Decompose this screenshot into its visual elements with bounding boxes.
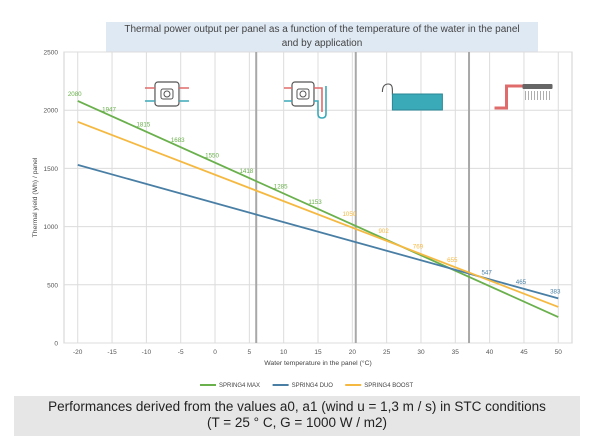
hot-pipe [283, 87, 323, 112]
data-label-spring4-duo: 465 [516, 279, 527, 286]
x-axis-label: Water temperature in the panel (°C) [264, 359, 372, 367]
y-tick-label: 0 [54, 341, 58, 348]
x-tick-label: -20 [73, 349, 83, 356]
x-tick-label: 45 [520, 349, 528, 356]
x-tick-label: 40 [486, 349, 494, 356]
x-tick-label: 30 [417, 349, 425, 356]
x-tick-label: 35 [452, 349, 460, 356]
data-label-spring4-boost: 655 [447, 257, 458, 264]
data-label-spring4-max: 1815 [136, 122, 150, 129]
x-tick-label: 50 [555, 349, 563, 356]
y-axis-label: Thermal yield (Wh) / panel [32, 157, 39, 237]
y-tick-label: 2500 [44, 50, 59, 57]
chart-title-line1: Thermal power output per panel as a func… [124, 24, 520, 35]
conditions-line1: Performances derived from the values a0,… [48, 399, 546, 414]
heat-pump-icon [144, 81, 189, 107]
x-tick-label: 20 [349, 349, 357, 356]
legend-label-spring4-duo: SPRING4 DUO [292, 383, 334, 389]
x-tick-label: 0 [213, 349, 217, 356]
pool-icon [381, 83, 443, 111]
legend-label-spring4-max: SPRING4 MAX [219, 383, 260, 389]
x-tick-label: 25 [383, 349, 391, 356]
data-label-spring4-max: 1550 [205, 153, 219, 160]
pool-water [391, 93, 443, 111]
chart-title: Thermal power output per panel as a func… [106, 22, 538, 52]
shower-head [522, 84, 553, 89]
shower-icon [494, 84, 553, 110]
heat-pump-tank-icon [283, 81, 327, 119]
fan [299, 90, 307, 98]
data-label-spring4-max: 2080 [68, 91, 82, 98]
data-label-spring4-duo: 383 [550, 288, 561, 295]
data-label-spring4-boost: 1050 [342, 211, 356, 218]
data-label-spring4-max: 1683 [171, 137, 185, 144]
x-tick-label: 10 [280, 349, 288, 356]
x-tick-label: -10 [142, 349, 152, 356]
legend-label-spring4-boost: SPRING4 BOOST [364, 383, 413, 389]
y-tick-label: 500 [47, 282, 58, 289]
data-label-spring4-max: 1285 [274, 183, 288, 190]
data-label-spring4-max: 1153 [308, 199, 322, 206]
y-tick-label: 2000 [44, 108, 59, 115]
pool-ladder [381, 83, 443, 95]
data-label-spring4-max: 1947 [102, 106, 116, 113]
data-label-spring4-duo: 547 [481, 269, 492, 276]
series-line-spring4-boost [77, 121, 559, 308]
data-label-spring4-boost: 769 [413, 243, 424, 250]
conditions-line2: (T = 25 ° C, G = 1000 W / m2) [207, 415, 387, 430]
y-tick-label: 1500 [44, 166, 59, 173]
conditions-footer: Performances derived from the values a0,… [14, 396, 580, 436]
cold-pipe [283, 86, 327, 119]
x-tick-label: 15 [314, 349, 322, 356]
fan-box [160, 88, 174, 100]
x-tick-label: -15 [107, 349, 117, 356]
chart-title-line2: and by application [281, 38, 363, 49]
series-line-spring4-max [77, 100, 559, 318]
data-label-spring4-max: 1418 [239, 168, 253, 175]
x-tick-label: -5 [178, 349, 184, 356]
line-chart: 0 500 1000 1500 2000 2500 -20 -15 -10 -5 0 5 10 15 20 2… [32, 50, 573, 389]
x-tick-label: 5 [248, 349, 252, 356]
fan-box [296, 88, 310, 100]
fan [163, 90, 171, 98]
y-tick-label: 1000 [44, 224, 59, 231]
data-label-spring4-boost: 902 [378, 228, 389, 235]
